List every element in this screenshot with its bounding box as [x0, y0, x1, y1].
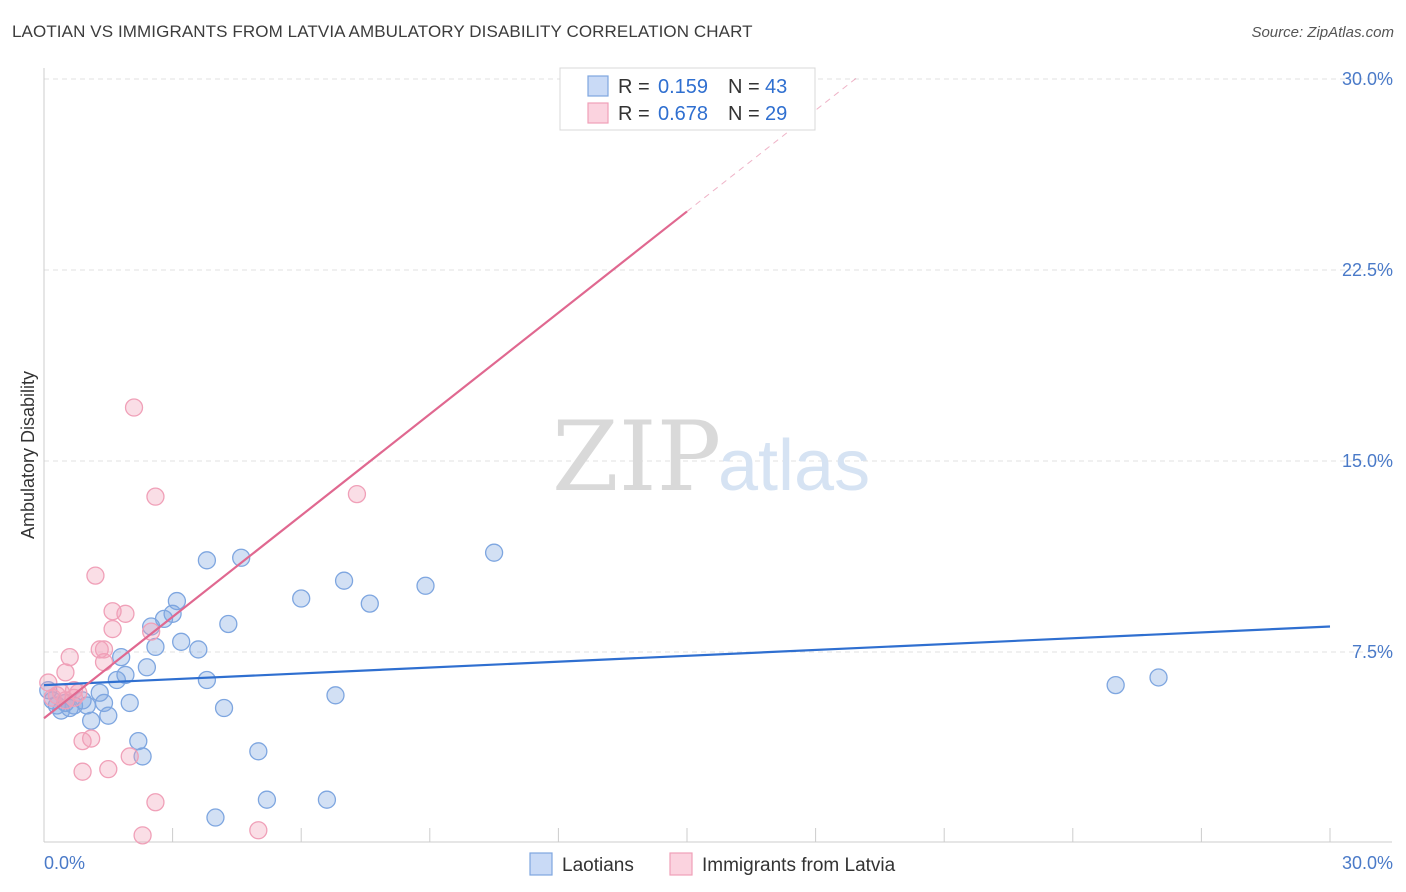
laotian-point-33 [249, 742, 268, 761]
laotian-point-17 [129, 731, 148, 751]
legend-r-value-1: 0.159 [658, 76, 708, 98]
latvia-point-20 [116, 604, 135, 623]
latvia-point-16 [94, 640, 114, 659]
legend-swatch-latvia [587, 102, 609, 124]
watermark: ZIP atlas [552, 401, 870, 513]
latvia-point-11 [73, 762, 92, 781]
laotian-point-27 [197, 670, 217, 690]
tick-labels: 7.5% 15.0% 22.5% 30.0% 0.0% 30.0% [44, 69, 1393, 873]
laotian-point-42 [1106, 675, 1125, 695]
laotian-point-25 [172, 632, 191, 651]
latvia-point-4 [56, 663, 75, 682]
grid-lines [44, 78, 1392, 653]
y-tick-label-0: 7.5% [1352, 642, 1393, 662]
laotian-point-37 [326, 686, 345, 705]
legend-r-label-2: R = [618, 103, 650, 125]
latvia-point-22 [124, 398, 144, 417]
latvia-trend-extension [686, 76, 859, 212]
latvia-point-13 [86, 566, 105, 585]
legend-bottom-swatch-laotians [529, 852, 553, 876]
laotian-point-10 [90, 683, 109, 702]
legend-r-label-1: R = [618, 76, 650, 98]
legend-bottom-swatch-latvia [669, 852, 693, 876]
legend-n-label-1: N = [728, 76, 760, 98]
laotian-point-9 [82, 711, 101, 730]
y-tick-label-1: 15.0% [1342, 451, 1393, 471]
laotian-point-28 [197, 551, 217, 570]
laotian-point-36 [317, 790, 337, 809]
legend-n-label-2: N = [728, 103, 760, 125]
legend-correlation: R = 0.159 N = 43 R = 0.678 N = 29 [559, 67, 816, 131]
laotian-point-34 [257, 790, 277, 809]
laotian-point-30 [214, 698, 234, 718]
legend-n-value-2: 29 [765, 103, 787, 125]
legend-series: Laotians Immigrants from Latvia [529, 852, 896, 876]
x-tick-label-1: 30.0% [1342, 853, 1393, 873]
laotian-point-13 [107, 670, 127, 690]
laotian-point-21 [146, 637, 165, 657]
legend-r-value-2: 0.678 [658, 103, 708, 125]
laotian-point-31 [219, 614, 238, 634]
chart-title: LAOTIAN VS IMMIGRANTS FROM LATVIA AMBULA… [12, 22, 753, 41]
chart-source: Source: ZipAtlas.com [1251, 24, 1394, 41]
laotian-point-24 [167, 591, 187, 611]
latvia-point-23 [133, 826, 152, 845]
laotian-point-43 [1149, 668, 1168, 687]
axes [43, 68, 1392, 843]
latvia-trend-line [43, 210, 688, 720]
laotian-point-41 [484, 543, 504, 562]
latvia-point-27 [249, 821, 268, 840]
trend-lines [43, 76, 1331, 720]
x-tick-label-0: 0.0% [44, 853, 85, 873]
latvia-point-25 [146, 793, 165, 812]
latvia-point-12 [82, 729, 101, 748]
y-axis-label: Ambulatory Disability [18, 371, 38, 539]
laotian-point-29 [206, 808, 225, 827]
laotian-point-19 [137, 658, 157, 677]
latvia-point-17 [99, 759, 118, 779]
laotian-point-38 [334, 571, 354, 590]
legend-n-value-1: 43 [765, 76, 787, 98]
latvia-point-6 [60, 647, 79, 667]
watermark-zip: ZIP [552, 401, 721, 513]
laotian-point-16 [120, 693, 139, 713]
laotian-point-35 [292, 589, 311, 608]
laotian-point-26 [189, 640, 208, 659]
latvia-point-26 [146, 487, 165, 506]
legend-bottom-latvia: Immigrants from Latvia [702, 855, 896, 876]
laotian-point-18 [133, 747, 152, 766]
latvia-point-28 [347, 484, 367, 504]
watermark-atlas: atlas [718, 426, 870, 506]
laotian-point-12 [99, 706, 118, 725]
legend-swatch-laotians [587, 75, 609, 97]
laotian-point-40 [416, 576, 435, 595]
legend-bottom-laotians: Laotians [562, 855, 634, 876]
latvia-point-18 [103, 619, 122, 639]
laotian-point-39 [360, 594, 379, 613]
laotian-point-32 [232, 548, 251, 567]
latvia-point-21 [120, 747, 139, 766]
laotian-trend-line [43, 625, 1331, 687]
laotian-point-22 [154, 609, 174, 629]
y-tick-label-3: 30.0% [1342, 69, 1393, 89]
laotian-point-15 [116, 665, 135, 685]
y-tick-label-2: 22.5% [1342, 260, 1393, 280]
